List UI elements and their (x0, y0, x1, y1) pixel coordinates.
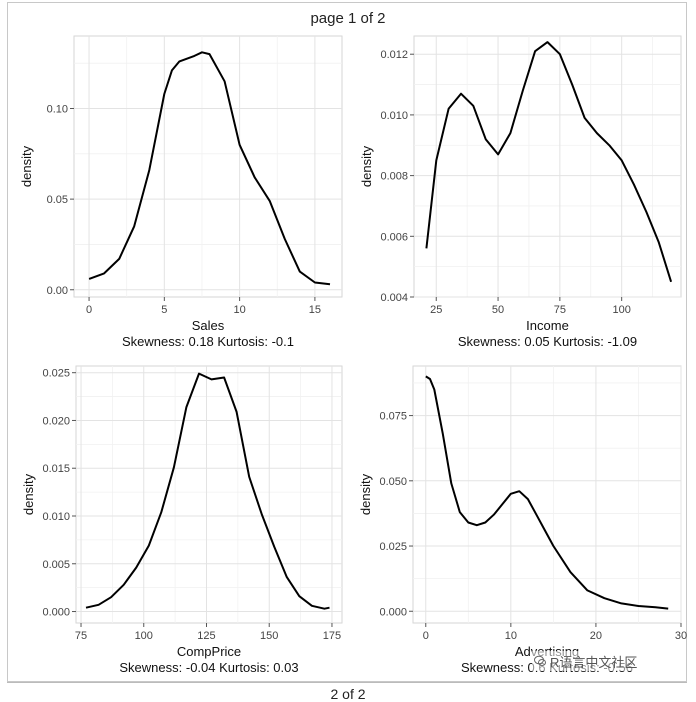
y-tick-label: 0.000 (42, 607, 70, 619)
x-tick-label: 25 (430, 304, 442, 316)
y-tick-label: 0.00 (47, 285, 68, 297)
y-axis-title: density (21, 473, 36, 515)
y-tick-label: 0.004 (380, 292, 408, 304)
panel-border (413, 35, 682, 298)
density-panel-income: 25 50 75 100 0.004 0.006 0.008 0.010 0.012 Income… (359, 35, 682, 349)
y-tick-label: 0.025 (379, 541, 407, 553)
x-tick-label: 0 (86, 304, 92, 316)
y-tick-label: 0.075 (379, 411, 407, 423)
density-curve (88, 51, 331, 286)
watermark: R语言中文社区 (532, 651, 640, 671)
y-tick-label: 0.025 (42, 368, 70, 380)
y-tick-label: 0.020 (42, 415, 70, 427)
x-axis-title: Sales (192, 318, 225, 333)
y-axis-title: density (19, 145, 34, 187)
watermark-text: R语言中文社区 (550, 654, 638, 670)
page-title: page 1 of 2 (310, 10, 386, 27)
y-tick-label: 0.05 (47, 194, 68, 206)
y-axis-title: density (359, 145, 374, 187)
y-tick-label: 0.008 (380, 171, 408, 183)
page-frame (7, 2, 687, 682)
x-tick-label: 100 (612, 304, 630, 316)
x-axis-title: CompPrice (177, 644, 241, 659)
x-tick-label: 5 (161, 304, 167, 316)
x-tick-label: 10 (505, 630, 517, 642)
density-panel-advertising: 01020300.0000.0250.0500.075AdvertisingSk… (358, 365, 687, 675)
next-page-label: 2 of 2 (330, 686, 366, 702)
x-tick-label: 125 (197, 630, 215, 642)
density-curve (85, 372, 330, 610)
x-tick-label: 0 (423, 630, 429, 642)
density-curve (425, 375, 669, 610)
x-tick-label: 75 (75, 630, 87, 642)
skew-kurtosis-caption: Skewness: 0.18 Kurtosis: -0.1 (122, 334, 294, 349)
x-tick-label: 150 (260, 630, 278, 642)
density-curve (425, 41, 673, 283)
density-panel-compprice: 75 100 125 150 175 0.000 0.005 0.010 0.015 0.020 0… (21, 365, 343, 675)
wechat-icon (534, 655, 546, 666)
x-axis-title: Income (526, 318, 569, 333)
y-tick-label: 0.010 (42, 511, 70, 523)
skew-kurtosis-caption: Skewness: -0.04 Kurtosis: 0.03 (119, 660, 298, 675)
x-tick-label: 30 (675, 630, 687, 642)
y-tick-label: 0.000 (379, 606, 407, 618)
x-tick-label: 15 (309, 304, 321, 316)
y-tick-label: 0.10 (47, 104, 68, 116)
y-tick-label: 0.012 (380, 49, 408, 61)
y-tick-label: 0.050 (379, 476, 407, 488)
x-tick-label: 10 (233, 304, 245, 316)
y-tick-label: 0.010 (380, 110, 408, 122)
skew-kurtosis-caption: Skewness: 0.05 Kurtosis: -1.09 (458, 334, 637, 349)
x-tick-label: 20 (590, 630, 602, 642)
y-axis-title: density (358, 473, 373, 515)
panel-border (412, 365, 682, 624)
x-tick-label: 50 (492, 304, 504, 316)
x-tick-label: 75 (554, 304, 566, 316)
panel-border (75, 365, 343, 624)
x-tick-label: 175 (323, 630, 341, 642)
page-divider (7, 682, 687, 683)
y-tick-label: 0.005 (42, 559, 70, 571)
y-tick-label: 0.015 (42, 463, 70, 475)
panel-border (73, 35, 343, 298)
x-tick-label: 100 (135, 630, 153, 642)
y-tick-label: 0.006 (380, 231, 408, 243)
